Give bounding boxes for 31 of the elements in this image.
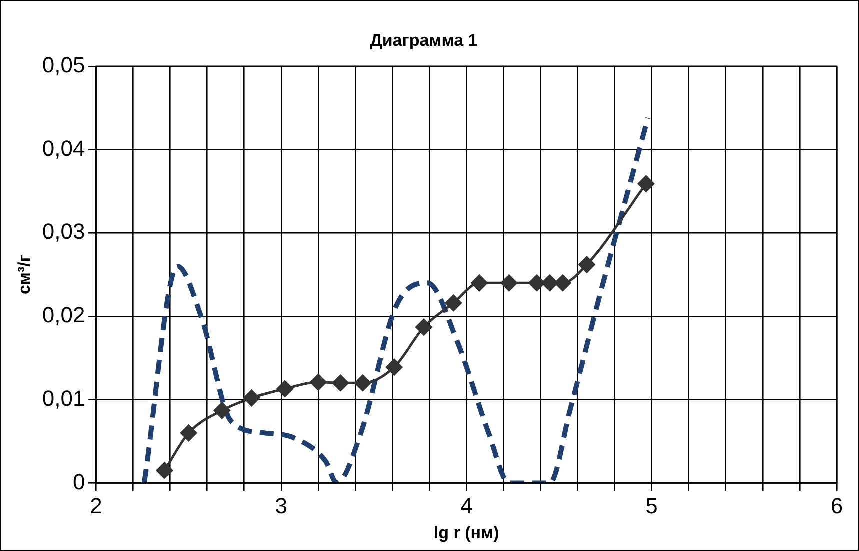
y-tick-label: 0,03 (42, 219, 86, 244)
point (332, 374, 349, 392)
y-tick-label: 0,02 (42, 302, 86, 328)
y-axis-title: см³/г (14, 255, 34, 295)
point (386, 359, 403, 376)
point (471, 274, 488, 292)
point (500, 274, 518, 292)
x-tick-label: 3 (275, 493, 288, 518)
x-tick-label: 6 (830, 493, 844, 518)
chart-title: Диаграмма 1 (370, 30, 478, 50)
point (276, 380, 294, 398)
y-tick-label: 0 (72, 469, 86, 494)
x-tick-label: 2 (90, 493, 102, 518)
point (310, 374, 327, 391)
point (638, 176, 654, 192)
point (416, 319, 432, 336)
y-tick-label: 0,01 (42, 386, 86, 411)
point (354, 374, 372, 392)
point (528, 274, 546, 292)
point (156, 462, 173, 479)
x-tick-label: 5 (646, 493, 658, 518)
point (214, 402, 230, 419)
point (445, 294, 462, 312)
point (180, 424, 198, 442)
point (542, 274, 558, 292)
point (554, 274, 572, 292)
y-tick-label: 0,04 (42, 136, 86, 161)
point (244, 390, 260, 406)
x-tick-label: 4 (460, 493, 473, 518)
y-tick-label: 0,05 (42, 52, 86, 78)
point (578, 256, 596, 274)
